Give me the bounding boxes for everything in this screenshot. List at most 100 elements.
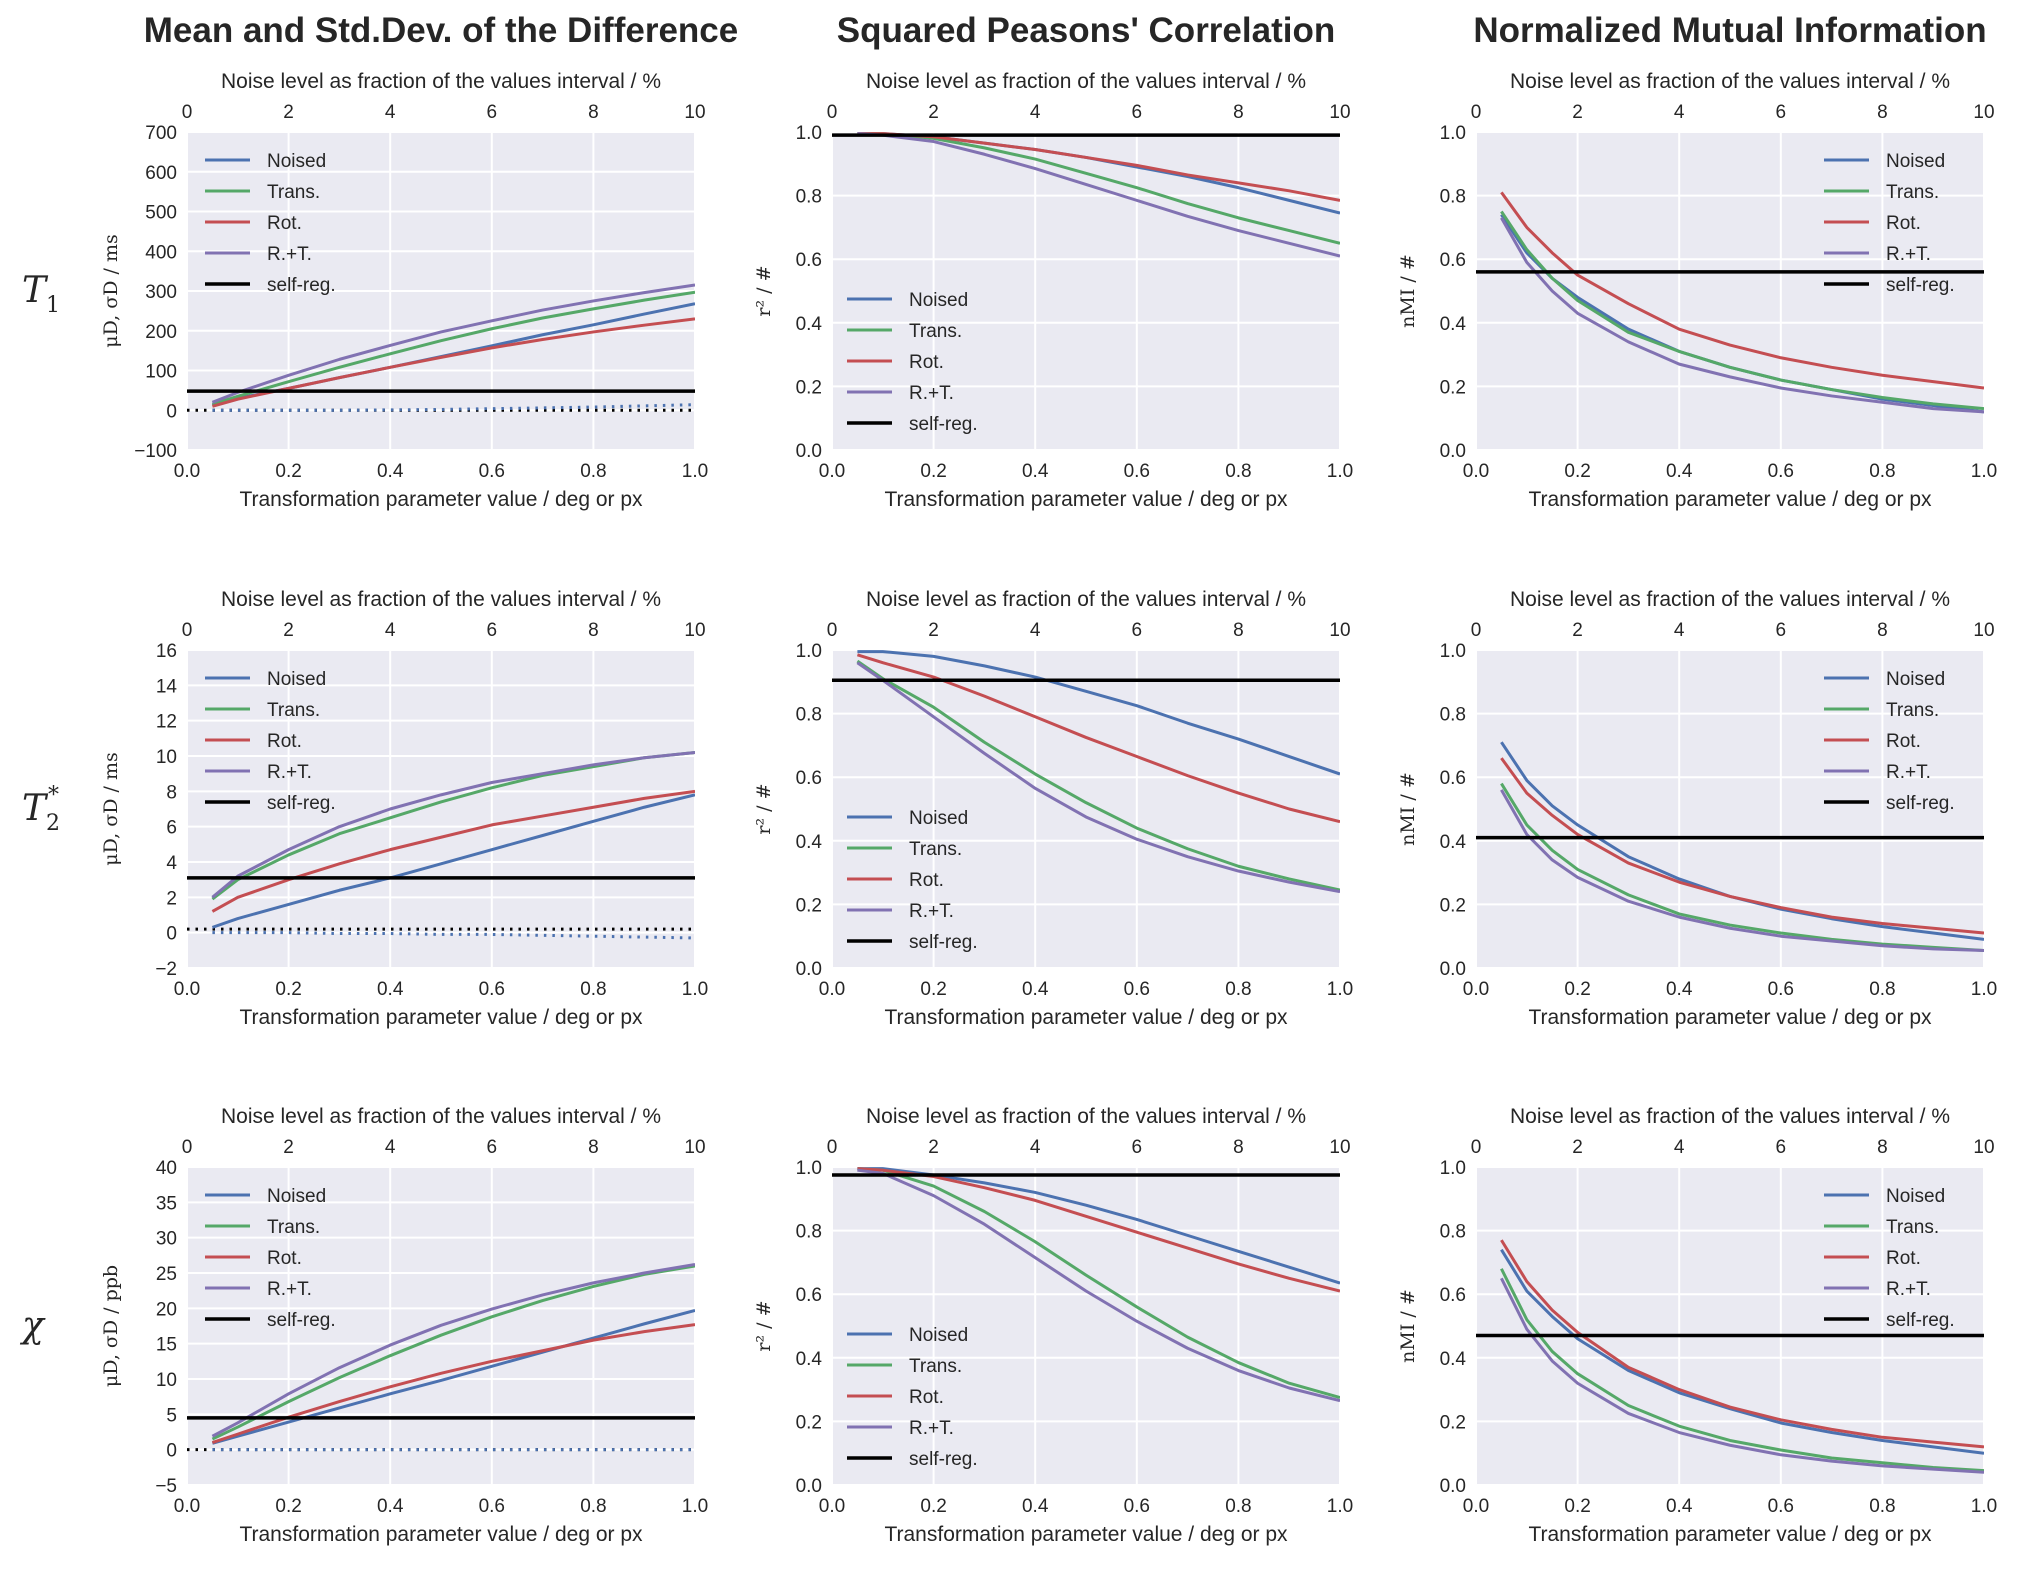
panel-t1-nmi: 0.0 0.2 0.4 0.6 0.8 1.00 2 4 6 8 100.00.20.40.60.8… xyxy=(1397,70,1997,511)
y-tick-label: 0.0 xyxy=(796,1476,822,1497)
legend-label-trans: Trans. xyxy=(267,700,320,721)
top-x-tick-label: 10 xyxy=(1973,620,1994,641)
top-x-tick-label: 2 xyxy=(1572,1137,1583,1158)
top-x-tick-label: 10 xyxy=(1329,1137,1350,1158)
x-tick-label: 0.6 xyxy=(479,1496,505,1517)
series-line-rot xyxy=(211,1323,695,1445)
series-line-r-t xyxy=(857,132,1340,258)
x-tick-label: 1.0 xyxy=(1971,1496,1997,1517)
legend-label-r-t: R.+T. xyxy=(267,244,312,265)
panel-chi-r2: 0.0 0.2 0.4 0.6 0.8 1.00 2 4 6 8 100.00.20.40.60.8… xyxy=(753,1105,1353,1546)
series-line-rot xyxy=(1500,1239,1984,1449)
x-axis-label: Transformation parameter value / deg or … xyxy=(884,488,1288,511)
top-x-tick-label: 2 xyxy=(928,102,939,123)
legend-label-r-t: R.+T. xyxy=(1886,762,1931,783)
series-group xyxy=(187,1263,695,1452)
top-x-tick-label: 6 xyxy=(1132,1137,1143,1158)
top-x-tick-label: 2 xyxy=(283,102,294,123)
panel-t2s-diff: 0.0 0.2 0.4 0.6 0.8 1.0 0 2 4 6 8 10 −2 0 2 4 6 8 10 12 14 16… xyxy=(100,588,708,1029)
y-tick-label: 600 xyxy=(145,163,177,184)
x-tick-label: 1.0 xyxy=(1327,461,1353,482)
legend-label-self-reg: self-reg. xyxy=(909,1449,978,1470)
top-x-tick-label: 0 xyxy=(182,102,193,123)
x-axis-label: Transformation parameter value / deg or … xyxy=(1528,1006,1932,1029)
top-x-axis-label: Noise level as fraction of the values in… xyxy=(866,588,1306,611)
x-axis-label: Transformation parameter value / deg or … xyxy=(1528,488,1932,511)
row-label-2: χ xyxy=(19,1305,46,1346)
top-x-axis-label: Noise level as fraction of the values in… xyxy=(221,1105,661,1128)
y-tick-label: 4 xyxy=(166,853,177,874)
top-x-axis-label: Noise level as fraction of the values in… xyxy=(866,1105,1306,1128)
y-tick-label: 0.0 xyxy=(1440,441,1466,462)
series-line-trans xyxy=(857,1167,1340,1399)
series-group xyxy=(832,650,1340,894)
legend-label-trans: Trans. xyxy=(909,839,962,860)
top-x-tick-label: 8 xyxy=(1877,620,1888,641)
top-x-tick-label: 0 xyxy=(182,620,193,641)
y-tick-label: 14 xyxy=(156,676,178,697)
legend-label-rot: Rot. xyxy=(267,731,302,752)
legend-label-noised: Noised xyxy=(909,808,968,829)
y-tick-label: 0.2 xyxy=(796,1412,822,1433)
top-x-tick-label: 0 xyxy=(827,620,838,641)
series-line-trans xyxy=(211,1264,695,1441)
legend-label-rot: Rot. xyxy=(909,352,944,373)
y-tick-label: 0.0 xyxy=(1440,1476,1466,1497)
top-x-tick-label: 2 xyxy=(1572,620,1583,641)
x-tick-label: 0.8 xyxy=(580,461,606,482)
x-tick-label: 0.6 xyxy=(1768,1496,1794,1517)
x-tick-label: 0.6 xyxy=(1124,979,1150,1000)
x-tick-label: 0.6 xyxy=(1124,461,1150,482)
legend-label-r-t: R.+T. xyxy=(909,901,954,922)
legend-label-noised: Noised xyxy=(1886,669,1945,690)
y-tick-label: −2 xyxy=(155,959,177,980)
y-tick-label: 0.6 xyxy=(796,768,822,789)
x-tick-label: 0.4 xyxy=(1022,1496,1049,1517)
x-tick-label: 0.8 xyxy=(1869,979,1895,1000)
y-tick-label: 0.6 xyxy=(796,1285,822,1306)
y-axis-label: μD, σD / ms xyxy=(100,752,122,865)
top-x-tick-label: 4 xyxy=(1030,102,1041,123)
y-tick-label: 8 xyxy=(166,782,177,803)
x-tick-label: 0.0 xyxy=(174,461,200,482)
legend-label-noised: Noised xyxy=(1886,1186,1945,1207)
x-axis-label: Transformation parameter value / deg or … xyxy=(239,488,643,511)
legend-label-trans: Trans. xyxy=(267,182,320,203)
top-x-axis-label: Noise level as fraction of the values in… xyxy=(1510,1105,1950,1128)
x-tick-label: 0.6 xyxy=(1768,461,1794,482)
legend: Noised Trans. Rot. R.+T. self-reg. xyxy=(847,808,978,953)
legend-label-self-reg: self-reg. xyxy=(909,932,978,953)
x-axis-label: Transformation parameter value / deg or … xyxy=(239,1006,643,1029)
x-tick-label: 0.2 xyxy=(275,979,301,1000)
legend-label-rot: Rot. xyxy=(267,213,302,234)
x-tick-label: 1.0 xyxy=(682,1496,708,1517)
y-tick-label: 15 xyxy=(156,1335,177,1356)
y-axis-label: r² / # xyxy=(753,783,775,834)
x-tick-label: 0.2 xyxy=(275,1496,301,1517)
x-grid xyxy=(186,1167,696,1485)
top-x-tick-label: 8 xyxy=(1233,1137,1244,1158)
y-tick-label: 0.8 xyxy=(796,187,822,208)
row-label-0: T1 xyxy=(22,270,60,318)
y-tick-label: 0.6 xyxy=(1440,768,1466,789)
legend-label-self-reg: self-reg. xyxy=(267,275,336,296)
legend-label-rot: Rot. xyxy=(1886,213,1921,234)
legend-label-trans: Trans. xyxy=(1886,1217,1939,1238)
y-tick-label: 0.6 xyxy=(1440,1285,1466,1306)
top-x-tick-label: 10 xyxy=(684,1137,705,1158)
legend-label-rot: Rot. xyxy=(909,1387,944,1408)
top-x-tick-label: 8 xyxy=(1877,102,1888,123)
x-grid xyxy=(1475,132,1985,450)
top-x-axis-label: Noise level as fraction of the values in… xyxy=(866,70,1306,93)
x-tick-label: 0.2 xyxy=(920,461,946,482)
column-title-difference: Mean and Std.Dev. of the Difference xyxy=(144,11,738,50)
x-axis-label: Transformation parameter value / deg or … xyxy=(1528,1523,1932,1546)
legend-label-trans: Trans. xyxy=(909,1356,962,1377)
legend-label-rot: Rot. xyxy=(1886,1248,1921,1269)
y-tick-label: 12 xyxy=(156,712,177,733)
row-label-subscript: 1 xyxy=(46,293,60,318)
top-x-tick-label: 8 xyxy=(1233,102,1244,123)
x-tick-label: 0.0 xyxy=(819,461,845,482)
x-tick-label: 1.0 xyxy=(1971,979,1997,1000)
